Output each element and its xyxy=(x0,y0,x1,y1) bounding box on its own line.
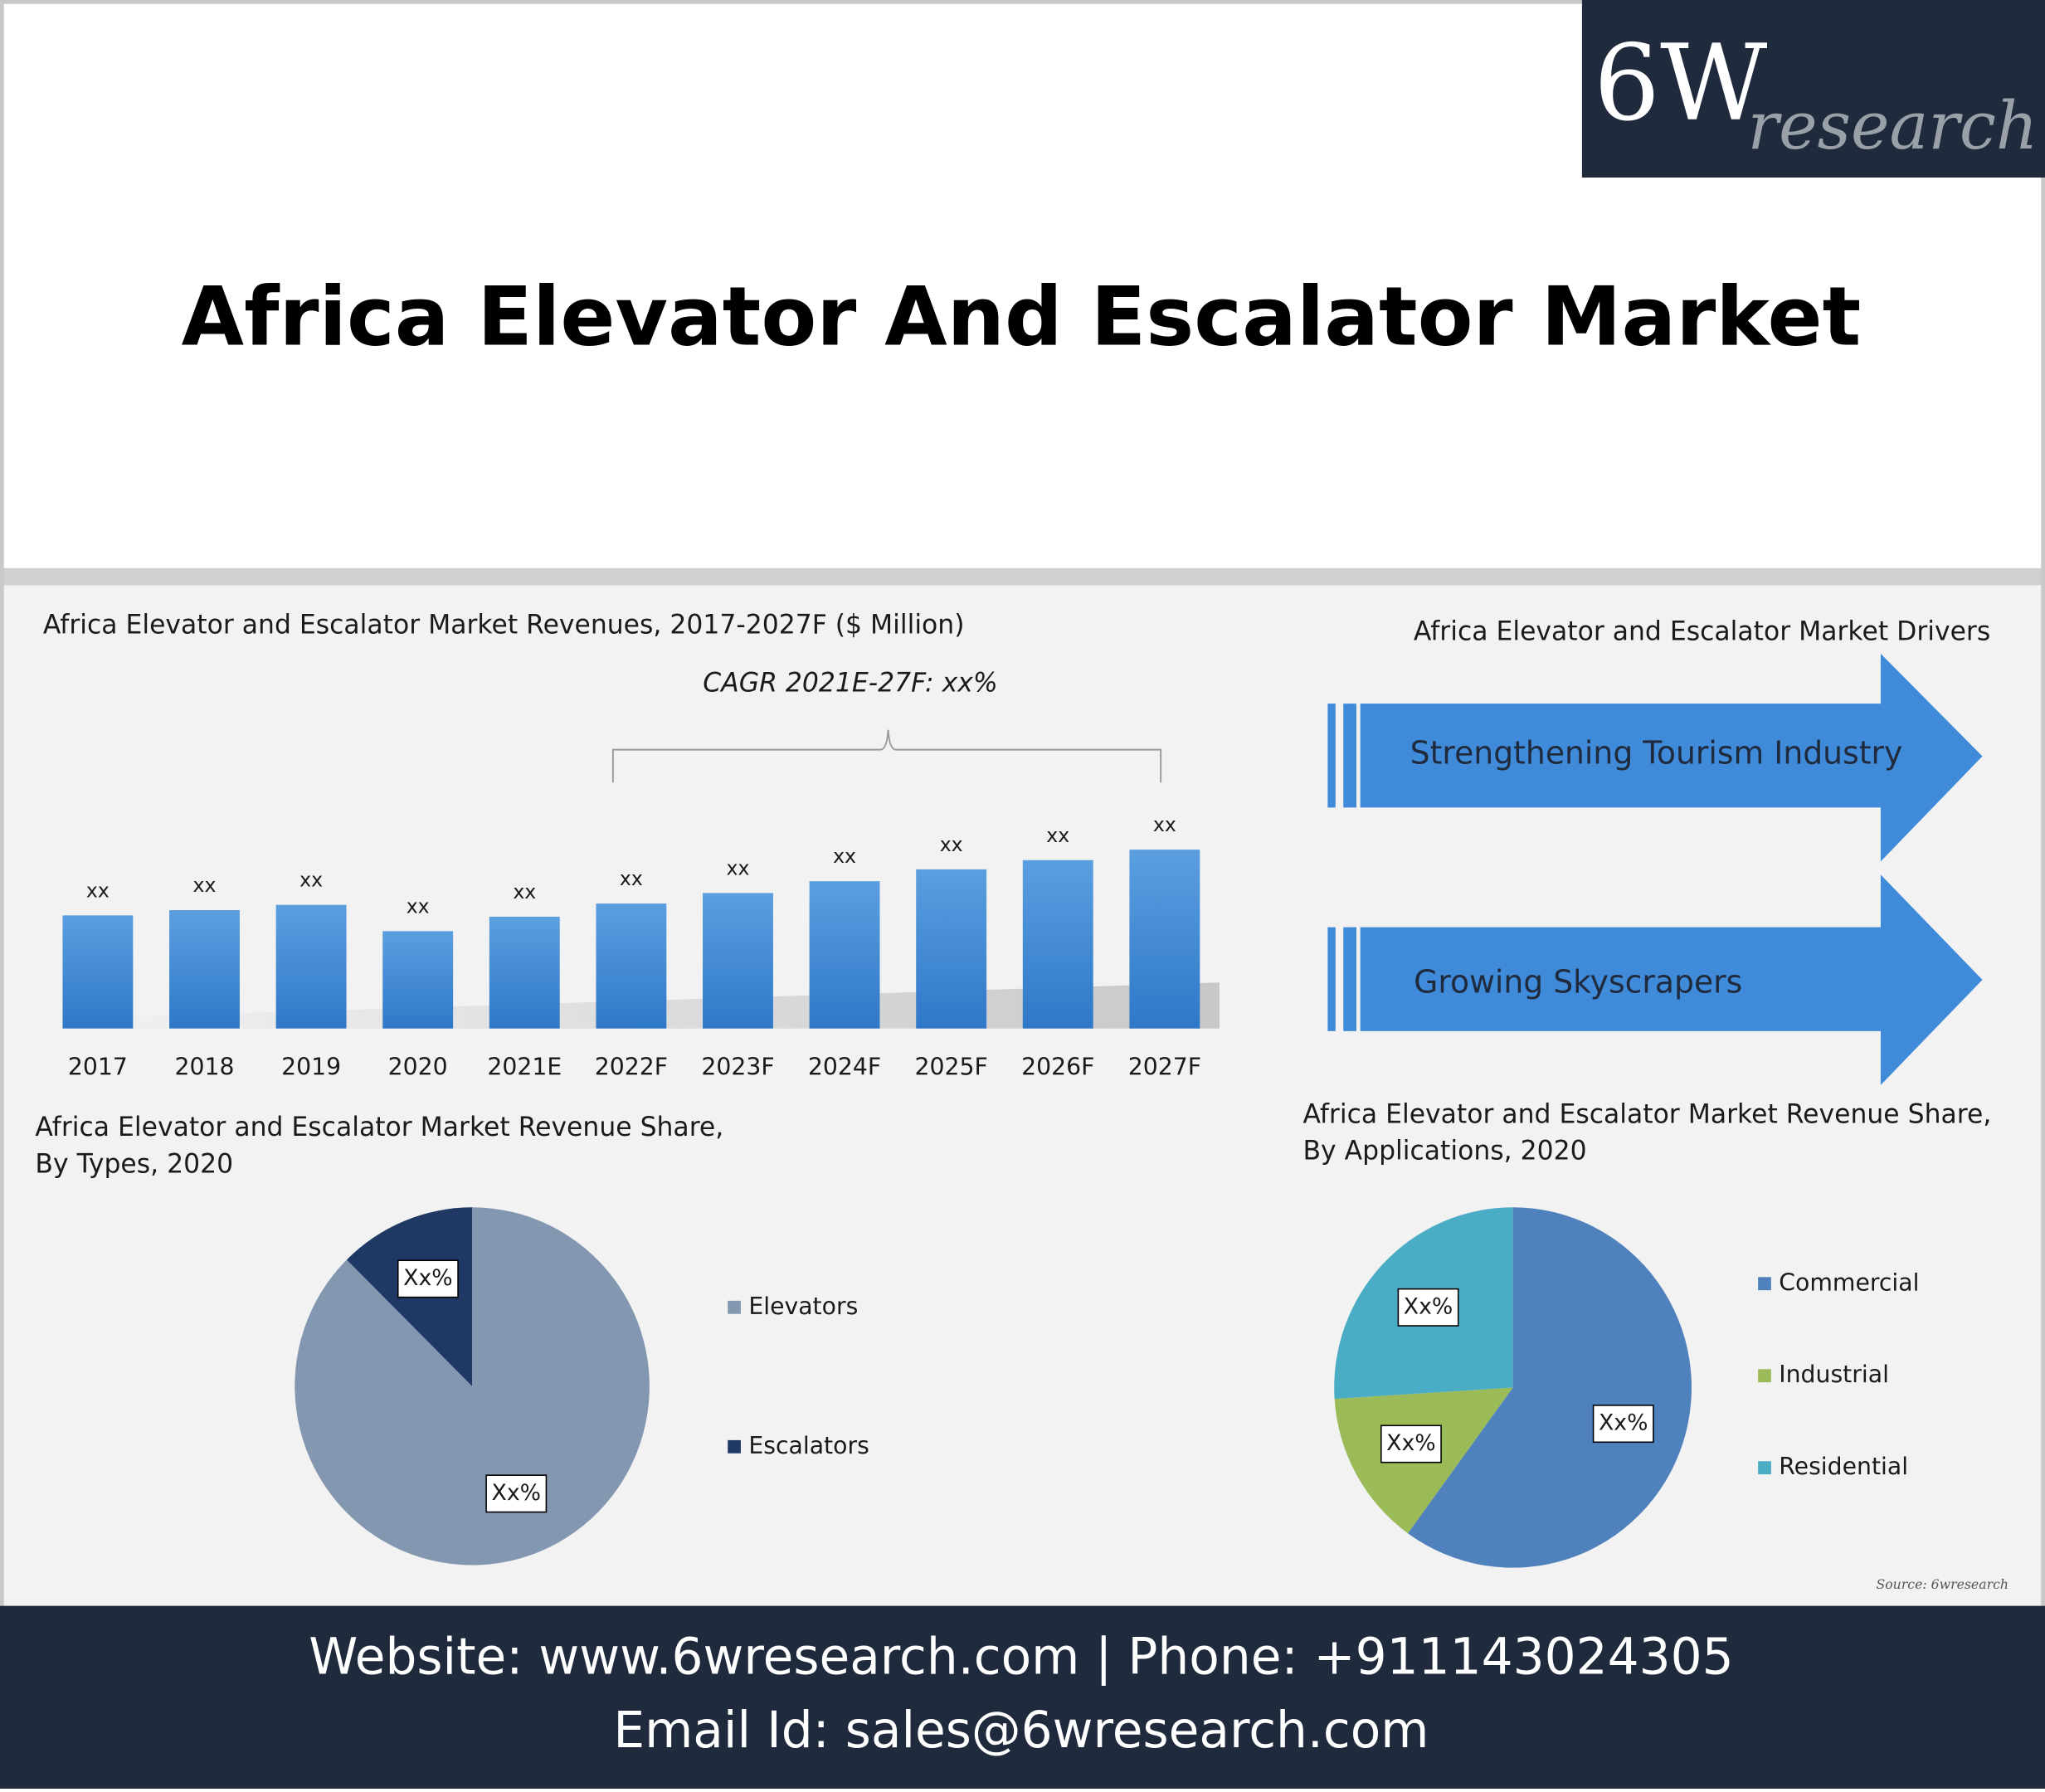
x-tick-label: 2023F xyxy=(701,1053,774,1080)
value-label: xx xyxy=(86,879,110,902)
bar xyxy=(703,893,773,1029)
chart-title: Africa Elevator and Escalator Market Rev… xyxy=(1302,1099,1991,1129)
driver-arrow xyxy=(1327,653,1983,862)
value-label: xx xyxy=(833,845,856,868)
pie-slice xyxy=(295,1207,650,1566)
label-box xyxy=(1380,1424,1442,1463)
label-box xyxy=(485,1474,548,1513)
bar xyxy=(916,869,987,1029)
chart-title: Africa Elevator and Escalator Market Rev… xyxy=(43,611,965,640)
bar xyxy=(62,915,134,1029)
x-tick-label: 2021E xyxy=(487,1053,562,1080)
x-tick-label: 2027F xyxy=(1128,1053,1201,1080)
legend-label: Commercial xyxy=(1779,1269,1919,1296)
x-tick-label: 2024F xyxy=(808,1053,881,1080)
bar xyxy=(809,881,880,1029)
driver-text: Growing Skyscrapers xyxy=(1414,963,1742,1000)
bar xyxy=(169,910,240,1029)
x-tick-label: 2018 xyxy=(175,1053,235,1080)
legend-label: Escalators xyxy=(748,1432,869,1459)
bar xyxy=(382,931,454,1029)
x-tick-label: 2025F xyxy=(915,1053,988,1080)
value-label: xx xyxy=(193,874,217,897)
page-title: Africa Elevator And Escalator Market xyxy=(182,270,1861,364)
chart-title: Africa Elevator and Escalator Market Rev… xyxy=(35,1113,723,1142)
driver-arrow xyxy=(1327,874,1983,1085)
value-label: Xx% xyxy=(1599,1410,1648,1436)
value-label: xx xyxy=(1046,824,1069,847)
x-tick-label: 2017 xyxy=(68,1053,128,1080)
value-label: xx xyxy=(620,867,643,890)
footer-line: Email Id: sales@6wresearch.com xyxy=(613,1702,1429,1760)
cagr-bracket xyxy=(611,729,1162,783)
value-label: xx xyxy=(513,880,536,903)
label-box xyxy=(397,1259,459,1298)
legend-swatch xyxy=(1758,1461,1771,1475)
annotation: CAGR 2021E-27F: xx% xyxy=(703,668,997,698)
pie-slice xyxy=(1408,1207,1692,1568)
x-tick-label: 2022F xyxy=(595,1053,668,1080)
label-box xyxy=(1592,1405,1654,1444)
value-label: Xx% xyxy=(1404,1293,1453,1319)
chart-title: By Applications, 2020 xyxy=(1302,1137,1586,1166)
bar xyxy=(596,903,667,1029)
chart-title: By Types, 2020 xyxy=(35,1149,233,1179)
x-tick-label: 2026F xyxy=(1021,1053,1094,1080)
value-label: xx xyxy=(727,856,750,879)
bar xyxy=(489,916,560,1029)
value-label: Xx% xyxy=(1386,1430,1435,1456)
value-label: Xx% xyxy=(403,1265,452,1291)
legend-label: Elevators xyxy=(748,1293,858,1320)
drivers-title: Africa Elevator and Escalator Market Dri… xyxy=(1414,616,1990,646)
value-label: xx xyxy=(940,833,963,856)
source: Source: 6wresearch xyxy=(1876,1576,2008,1592)
label-box xyxy=(1397,1288,1459,1327)
bar xyxy=(275,904,347,1029)
x-tick-label: 2020 xyxy=(388,1053,448,1080)
value-label: xx xyxy=(299,869,323,892)
legend-swatch xyxy=(728,1300,741,1314)
legend-swatch xyxy=(1758,1277,1771,1291)
value-label: Xx% xyxy=(492,1480,541,1506)
bar xyxy=(1129,850,1200,1029)
footer-line: Website: www.6wresearch.com | Phone: +91… xyxy=(309,1628,1733,1686)
logo-sub: research xyxy=(1748,88,2038,164)
legend-swatch xyxy=(1758,1369,1771,1383)
separator xyxy=(0,567,2045,586)
legend-label: Industrial xyxy=(1779,1361,1889,1388)
legend-label: Residential xyxy=(1779,1453,1908,1480)
footer xyxy=(0,1605,2045,1789)
value-label: xx xyxy=(1153,813,1176,836)
logo-box xyxy=(1581,0,2045,178)
bar xyxy=(1022,859,1093,1029)
driver-text: Strengthening Tourism Industry xyxy=(1410,734,1903,771)
x-tick-label: 2019 xyxy=(281,1053,341,1080)
value-label: xx xyxy=(407,894,430,918)
logo-main: 6W xyxy=(1594,22,1767,144)
legend-swatch xyxy=(728,1439,741,1454)
